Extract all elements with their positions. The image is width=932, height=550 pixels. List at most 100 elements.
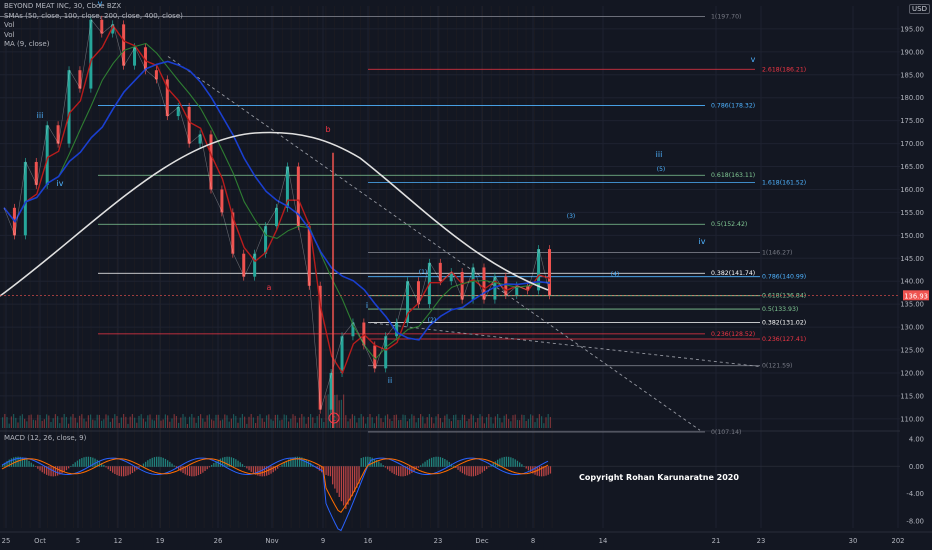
macd-histogram-bar — [158, 456, 160, 467]
macd-histogram-bar — [149, 458, 151, 467]
sma-400-line — [0, 131, 549, 297]
volume-bar — [140, 414, 142, 428]
price-tick-label: 150.00 — [900, 232, 924, 240]
volume-bar — [285, 415, 287, 428]
volume-bar — [281, 419, 283, 428]
macd-histogram-bar — [351, 466, 354, 497]
volume-bar — [296, 422, 298, 428]
volume-bar — [134, 417, 136, 428]
volume-bar — [538, 414, 540, 428]
vol-legend-1[interactable]: Vol — [4, 21, 15, 29]
time-tick-label: 21 — [712, 537, 721, 545]
macd-histogram-bar — [164, 458, 167, 467]
macd-histogram-bar — [505, 456, 508, 467]
macd-histogram-bar — [345, 466, 347, 509]
volume-bar — [505, 414, 507, 428]
time-tick-label: 23 — [757, 537, 766, 545]
macd-histogram-bar — [442, 457, 444, 467]
macd-histogram-bar — [433, 457, 435, 467]
fib-level-label: 0.618(136.84) — [762, 293, 806, 300]
volume-bar — [530, 414, 532, 428]
macd-histogram-bar — [160, 457, 162, 467]
sma-100-line — [3, 42, 551, 361]
fib-level-label: 0.618(163.11) — [711, 172, 755, 179]
macd-line — [1, 457, 549, 532]
volume-bar — [329, 399, 331, 428]
volume-bar — [457, 420, 459, 428]
volume-bar — [345, 415, 347, 428]
sma-legend[interactable]: SMAs (50, close, 100, close, 200, close,… — [4, 11, 183, 20]
volume-bar — [398, 420, 400, 428]
vol-legend-2[interactable]: Vol — [4, 30, 15, 39]
macd-histogram-bar — [215, 461, 217, 467]
currency-button[interactable]: USD — [909, 4, 930, 14]
macd-histogram-bar — [70, 465, 72, 467]
macd-histogram-bar — [466, 466, 468, 476]
volume-bar — [39, 414, 41, 428]
volume-bar — [400, 419, 402, 428]
symbol-title[interactable]: BEYOND MEAT INC, 30, Cboe BZX — [4, 2, 122, 10]
macd-histogram-bar — [380, 463, 382, 467]
macd-histogram-bar — [8, 459, 10, 467]
volume-bar — [24, 418, 26, 428]
macd-histogram-bar — [182, 466, 184, 474]
volume-bar — [96, 414, 98, 428]
macd-histogram-bar — [61, 466, 63, 474]
macd-histogram-bar — [263, 466, 266, 477]
macd-histogram-bar — [24, 458, 26, 467]
macd-histogram-bar — [184, 466, 186, 475]
volume-bar — [107, 415, 109, 428]
macd-histogram-bar — [48, 466, 50, 476]
volume-bar — [470, 414, 472, 428]
macd-histogram-bar — [475, 466, 477, 476]
volume-bar — [545, 417, 547, 428]
macd-histogram-bar — [85, 456, 87, 467]
macd-histogram-bar — [415, 466, 417, 470]
macd-histogram-bar — [349, 466, 351, 501]
volume-bar — [367, 416, 369, 428]
time-tick-label: 202 — [892, 537, 905, 545]
macd-tick-label: 4.00 — [909, 435, 924, 443]
volume-bar — [41, 420, 43, 428]
volume-bar — [79, 415, 81, 428]
volume-bar — [424, 423, 426, 428]
macd-histogram-bar — [169, 461, 171, 467]
volume-bar — [318, 414, 320, 428]
volume-bar — [380, 418, 382, 428]
macd-histogram-bar — [233, 458, 235, 467]
fib-level-label: 1.618(161.52) — [762, 180, 806, 187]
macd-histogram-bar — [512, 458, 514, 467]
volume-bar — [167, 415, 169, 428]
macd-histogram-bar — [384, 466, 387, 468]
macd-histogram-bar — [534, 466, 536, 475]
volume-bar — [349, 418, 351, 428]
macd-histogram-bar — [4, 462, 6, 467]
volume-bar — [479, 414, 481, 428]
volume-bar — [354, 415, 356, 428]
macd-histogram-bar — [525, 466, 527, 469]
macd-legend[interactable]: MACD (12, 26, close, 9) — [4, 434, 87, 442]
macd-histogram-bar — [497, 459, 499, 467]
ma-legend[interactable]: MA (9, close) — [4, 40, 50, 48]
macd-histogram-bar — [327, 466, 329, 476]
volume-bar — [15, 417, 17, 428]
volume-bar — [70, 416, 72, 428]
volume-bar — [279, 420, 281, 428]
macd-histogram-bar — [244, 465, 246, 467]
macd-histogram-bar — [446, 460, 448, 467]
volume-bar — [35, 420, 37, 428]
macd-histogram-bar — [464, 466, 466, 475]
macd-histogram-bar — [292, 457, 294, 467]
macd-histogram-bar — [413, 466, 415, 472]
price-tick-label: 185.00 — [900, 71, 924, 79]
macd-histogram-bar — [19, 456, 21, 467]
macd-histogram-bar — [459, 466, 461, 472]
volume-bar — [32, 419, 34, 428]
volume-bar — [92, 419, 94, 428]
macd-histogram-bar — [279, 466, 281, 467]
volume-bar — [129, 416, 131, 428]
volume-bar — [422, 416, 424, 428]
macd-histogram-bar — [347, 466, 349, 505]
macd-histogram-bar — [281, 464, 283, 467]
